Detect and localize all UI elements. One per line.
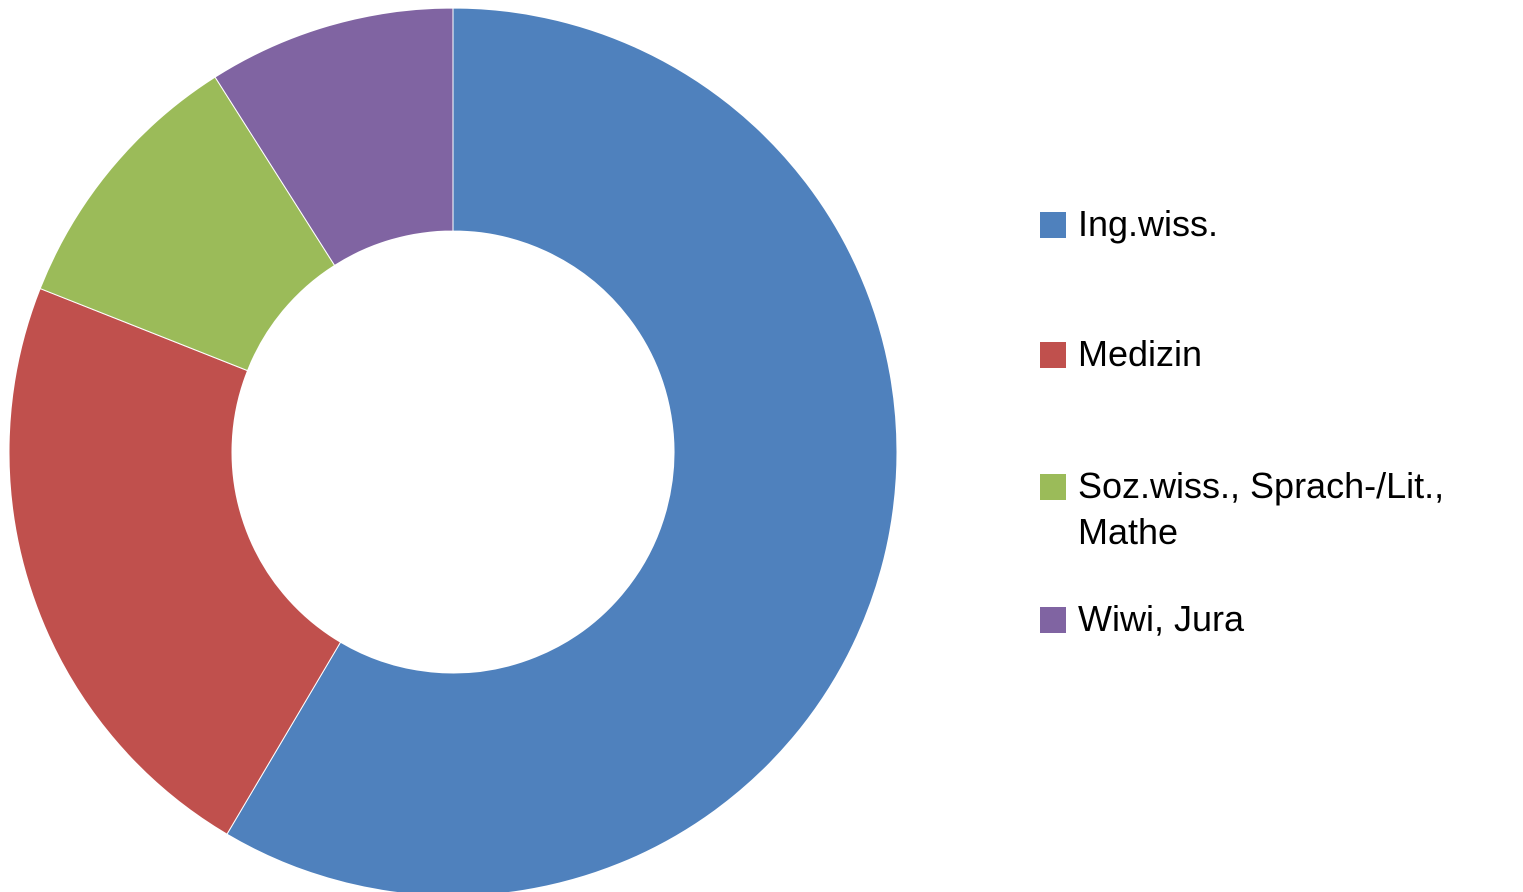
donut-slice-medizin [8, 287, 342, 835]
legend-item-soz-wiss: Soz.wiss., Sprach-/Lit., Mathe [1040, 463, 1523, 555]
legend-label-medizin: Medizin [1078, 333, 1203, 374]
legend-item-medizin: Medizin [1040, 331, 1518, 377]
legend-swatch-ing-wiss [1040, 212, 1066, 238]
legend-swatch-wiwi-jura [1040, 607, 1066, 633]
donut-slice-wiwi-jura [214, 7, 454, 267]
donut-slice-ing-wiss [226, 7, 898, 892]
legend-label-soz-wiss: Soz.wiss., Sprach-/Lit., Mathe [1078, 465, 1445, 552]
legend-swatch-soz-wiss [1040, 474, 1066, 500]
chart-legend: Ing.wiss. Medizin Soz.wiss., Sprach-/Lit… [1040, 0, 1520, 892]
legend-label-wiwi-jura: Wiwi, Jura [1078, 598, 1245, 639]
legend-item-ing-wiss: Ing.wiss. [1040, 201, 1518, 247]
legend-label-ing-wiss: Ing.wiss. [1078, 203, 1219, 244]
legend-item-wiwi-jura: Wiwi, Jura [1040, 596, 1518, 642]
legend-swatch-medizin [1040, 342, 1066, 368]
